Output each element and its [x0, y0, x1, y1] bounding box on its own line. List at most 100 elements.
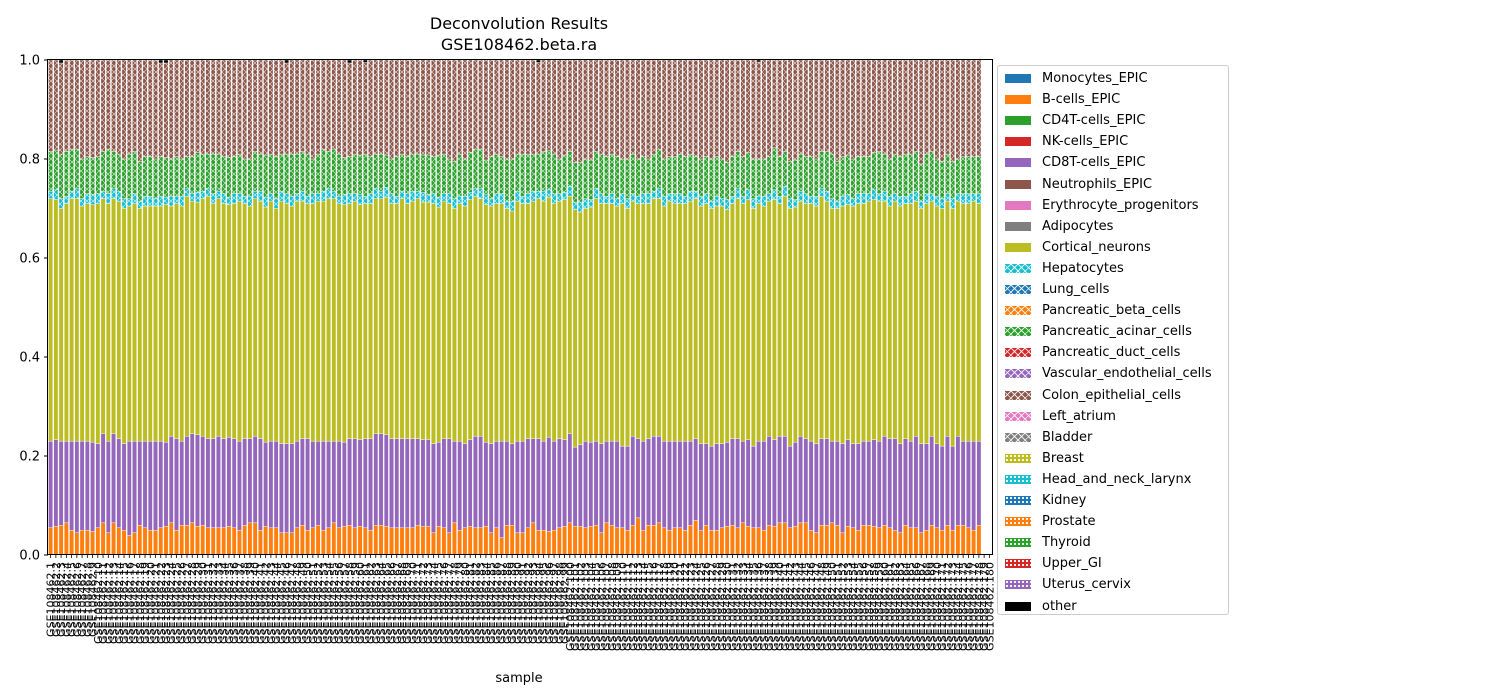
bar-hatch-hepatocytes — [415, 191, 420, 199]
bar-segment-cd8t-cells-epic — [551, 440, 557, 531]
bar-hatch-colon-epithelial-cells — [415, 60, 420, 155]
bar-hatch-colon-epithelial-cells — [373, 60, 378, 155]
legend-swatch — [1005, 390, 1031, 400]
bar-segment-b-cells-epic — [751, 527, 756, 556]
bar-hatch-hepatocytes — [247, 196, 253, 207]
bar-hatch-pancreatic-acinar-cells — [772, 147, 777, 190]
bar-hatch-hepatocytes — [205, 188, 211, 197]
bar-segment-b-cells-epic — [693, 520, 699, 556]
bar-hatch-hepatocytes — [137, 201, 142, 209]
bar-segment-cd8t-cells-epic — [939, 445, 945, 531]
bar-hatch-pancreatic-acinar-cells — [515, 154, 520, 192]
bar-hatch-pancreatic-acinar-cells — [163, 157, 169, 198]
bar-hatch-pancreatic-acinar-cells — [258, 154, 263, 192]
bar-hatch-hepatocytes — [871, 189, 877, 200]
bar-segment-cd8t-cells-epic — [819, 438, 824, 526]
x-tick-label: GSE108462.148 — [816, 562, 829, 651]
bar-segment-cd8t-cells-epic — [651, 436, 657, 526]
bar-hatch-pancreatic-acinar-cells — [609, 154, 614, 194]
bar-hatch-colon-epithelial-cells — [772, 60, 777, 148]
bar-hatch-colon-epithelial-cells — [457, 60, 462, 155]
bar-hatch-hepatocytes — [913, 191, 919, 202]
bar-hatch-hepatocytes — [803, 193, 808, 204]
bar-hatch-pancreatic-acinar-cells — [551, 154, 557, 194]
bar-segment-b-cells-epic — [724, 526, 730, 556]
bar-hatch-colon-epithelial-cells — [504, 60, 510, 159]
bar-segment-b-cells-epic — [320, 530, 326, 556]
bar-segment-b-cells-epic — [688, 525, 693, 556]
bar-segment-b-cells-epic — [237, 530, 242, 556]
bar-segment-cd8t-cells-epic — [971, 440, 976, 531]
bar-segment-cd8t-cells-epic — [268, 440, 274, 528]
bar-segment-cd8t-cells-epic — [320, 440, 326, 531]
bar-hatch-hepatocytes — [693, 191, 698, 199]
bar-hatch-pancreatic-acinar-cells — [688, 154, 693, 192]
legend-item: CD4T-cells_EPIC — [1005, 112, 1225, 130]
x-tick-label: GSE108462.59 — [349, 562, 362, 644]
bar-segment-other — [58, 59, 64, 64]
legend-label: Kidney — [1042, 493, 1087, 508]
bar-hatch-pancreatic-acinar-cells — [289, 154, 295, 197]
bar-hatch-pancreatic-acinar-cells — [363, 154, 368, 197]
bar-hatch-hepatocytes — [273, 198, 279, 209]
bar-hatch-pancreatic-acinar-cells — [247, 159, 253, 197]
bar-segment-b-cells-epic — [871, 526, 877, 556]
bar-segment-cortical-neurons — [163, 204, 169, 443]
bar-segment-cortical-neurons — [200, 198, 206, 437]
bar-hatch-pancreatic-acinar-cells — [184, 156, 190, 189]
legend-item: Pancreatic_beta_cells — [1005, 302, 1225, 320]
bar-segment-cd8t-cells-epic — [326, 440, 331, 528]
bar-segment-cortical-neurons — [583, 208, 588, 442]
bar-segment-cd8t-cells-epic — [153, 440, 158, 531]
bar-segment-cd8t-cells-epic — [105, 440, 111, 533]
bar-segment-cd8t-cells-epic — [289, 443, 295, 533]
bar-segment-cortical-neurons — [971, 200, 976, 442]
bar-hatch-hepatocytes — [106, 193, 111, 204]
bar-segment-b-cells-epic — [551, 530, 557, 556]
bar-segment-b-cells-epic — [289, 532, 295, 556]
bar-hatch-colon-epithelial-cells — [641, 60, 646, 157]
bar-segment-cortical-neurons — [651, 198, 657, 437]
bar-hatch-pancreatic-acinar-cells — [211, 154, 216, 194]
x-tick-label: GSE108462.126 — [700, 562, 713, 651]
x-tick-label: GSE108462.92 — [522, 562, 535, 644]
bar-segment-cd8t-cells-epic — [588, 441, 594, 527]
bar-segment-b-cells-epic — [520, 532, 525, 556]
bar-segment-cd8t-cells-epic — [179, 440, 185, 526]
bar-segment-cortical-neurons — [121, 208, 127, 444]
bar-segment-b-cells-epic — [855, 530, 861, 556]
x-tick-label: GSE108462.51 — [307, 562, 320, 644]
bar-hatch-hepatocytes — [714, 196, 719, 207]
bar-hatch-pancreatic-acinar-cells — [913, 151, 919, 192]
x-tick-label: GSE108462.68 — [396, 562, 409, 644]
bar-hatch-hepatocytes — [352, 193, 357, 202]
bar-segment-b-cells-epic — [903, 525, 908, 556]
bar-segment-b-cells-epic — [515, 532, 520, 556]
legend-item: Bladder — [1005, 429, 1225, 447]
bar-hatch-pancreatic-acinar-cells — [64, 151, 69, 197]
legend-label: Breast — [1042, 450, 1084, 466]
bar-segment-cortical-neurons — [819, 195, 824, 439]
x-tick-label: GSE108462.29 — [191, 562, 204, 644]
x-tick-label: GSE108462.65 — [380, 562, 393, 644]
bar-hatch-hepatocytes — [541, 191, 546, 202]
bar-segment-cortical-neurons — [614, 205, 620, 442]
bar-segment-cd8t-cells-epic — [147, 440, 153, 531]
bar-segment-b-cells-epic — [976, 525, 982, 556]
bar-segment-cortical-neurons — [556, 200, 562, 439]
bar-hatch-pancreatic-acinar-cells — [321, 149, 326, 192]
bar-segment-b-cells-epic — [205, 527, 211, 556]
bar-segment-cortical-neurons — [436, 206, 442, 443]
bar-segment-cd8t-cells-epic — [976, 440, 982, 526]
bar-hatch-hepatocytes — [662, 196, 667, 207]
bar-segment-b-cells-epic — [714, 530, 720, 556]
bar-segment-cd8t-cells-epic — [158, 440, 164, 528]
bar-segment-cd8t-cells-epic — [84, 440, 90, 531]
bar-hatch-colon-epithelial-cells — [966, 60, 971, 157]
x-tick-label: GSE108462.44 — [270, 562, 283, 644]
bar-hatch-pancreatic-acinar-cells — [572, 162, 578, 203]
legend-swatch — [1005, 538, 1031, 548]
bar-segment-cd8t-cells-epic — [520, 440, 525, 533]
x-tick-label: GSE108462.99 — [559, 562, 572, 644]
bar-hatch-pancreatic-acinar-cells — [808, 156, 814, 197]
